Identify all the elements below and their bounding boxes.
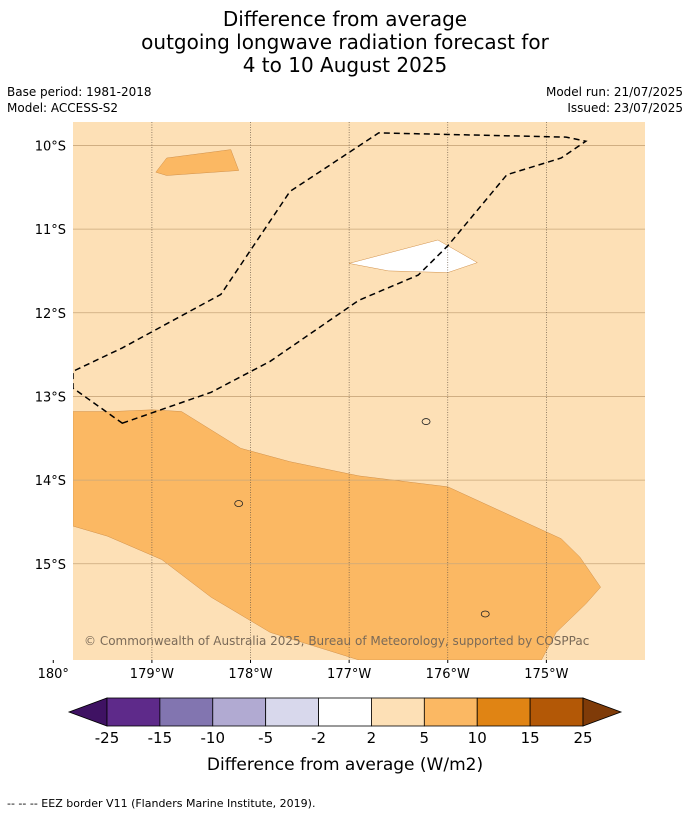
colorbar-segment-8 [529,697,584,727]
island-1 [421,418,431,425]
colorbar-low-arrow [67,697,108,727]
colorbar-tick-label: 2 [367,729,377,747]
colorbar-tick-label: -15 [148,729,173,747]
lon-tick-label: 175°W [524,667,568,682]
colorbar-segment-0 [106,697,161,727]
title-line-3: 4 to 10 August 2025 [242,53,448,77]
title-line-2: outgoing longwave radiation forecast for [141,30,549,54]
lon-tick-label: 180° [38,667,69,682]
colorbar-segment-1 [159,697,214,727]
eez-line [73,132,588,425]
islands [49,418,490,627]
lat-tick-label: 14°S [35,474,66,489]
eez-border [73,132,588,425]
island-2 [480,610,490,618]
lat-tick-label: 10°S [35,139,66,154]
colorbar-tick-label: 15 [521,729,540,747]
colorbar-label: Difference from average (W/m2) [207,755,483,775]
island-3 [49,621,57,627]
meta-left: Base period: 1981-2018 Model: ACCESS-S2 [7,84,152,116]
colorbar-segment-3 [265,697,319,727]
model-name: Model: ACCESS-S2 [7,101,119,115]
lon-tick-label: 176°W [426,667,470,682]
colorbar-segment-5 [371,697,425,727]
lat-tick-label: 11°S [35,223,66,238]
colorbar-high-arrow [582,697,623,727]
title-line-1: Difference from average [222,7,468,31]
colorbar-tick-label: -2 [311,729,326,747]
lat-tick-label: 13°S [35,390,66,405]
lon-tick-label: 178°W [228,667,272,682]
colorbar-tick-label: 25 [573,729,592,747]
chart-title: Difference from average outgoing longwav… [0,8,690,77]
base-period: Base period: 1981-2018 [7,85,152,99]
forecast-map: © Commonwealth of Australia 2025, Bureau… [35,122,645,775]
model-run: Model run: 21/07/2025 [545,85,683,99]
meta-right: Model run: 21/07/2025 Issued: 23/07/2025 [546,84,683,116]
island-0 [234,500,244,507]
colorbar-segment-7 [476,697,531,727]
axis-labels: 10°S 11°S 12°S 13°S 14°S 15°S 180° 179°W 178°W 17… [35,139,569,682]
lat-tick-label: 15°S [35,558,66,573]
issued-date: Issued: 23/07/2025 [567,101,683,115]
colorbar-tick-label: 5 [420,729,430,747]
colorbar-segment-4 [318,697,372,727]
copyright-text: © Commonwealth of Australia 2025, Bureau… [84,634,589,648]
colorbar-segment-6 [423,697,478,727]
colorbar-tick-label: -5 [258,729,273,747]
region-1 [155,149,240,176]
region-0 [73,409,601,660]
colorbar-tick-label: -10 [201,729,226,747]
lon-tick-label: 179°W [130,667,174,682]
colorbar-segment-2 [212,697,267,727]
colorbar-tick-label: -25 [95,729,120,747]
colorbar-tick-label: 10 [468,729,487,747]
colorbar: -25 -15 -10 -5 -2 2 5 10 15 25 [67,697,623,747]
footer-note: -- -- -- EEZ border V11 (Flanders Marine… [7,797,316,810]
lat-tick-label: 12°S [35,307,66,322]
lon-tick-label: 177°W [327,667,371,682]
